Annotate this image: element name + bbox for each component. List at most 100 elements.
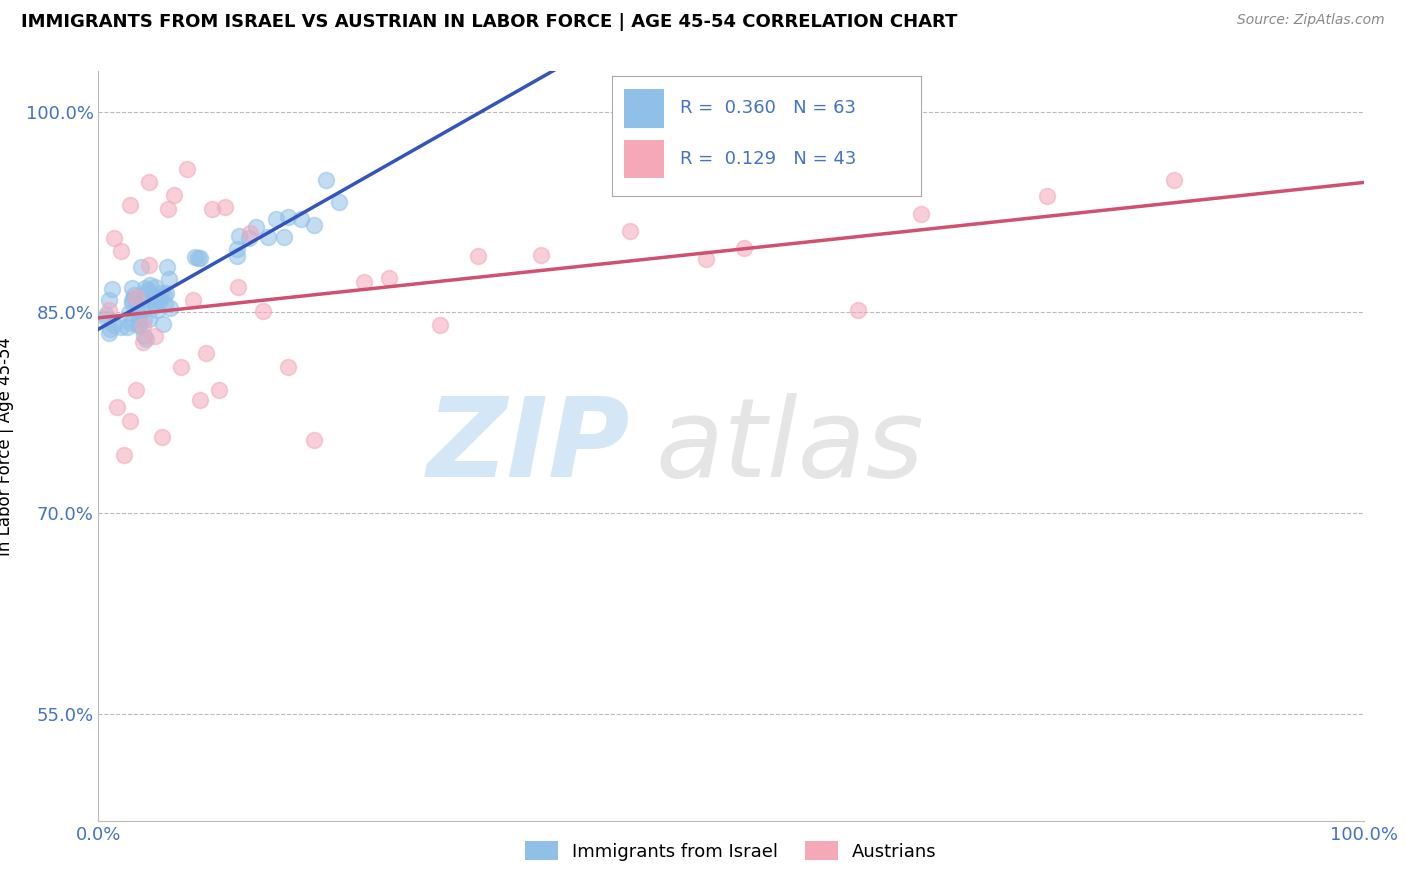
Point <box>120 198 141 212</box>
Point <box>110 244 132 258</box>
Text: R =  0.129   N = 43: R = 0.129 N = 43 <box>679 150 856 168</box>
Point <box>302 434 325 448</box>
Point <box>183 293 205 307</box>
Point <box>94 311 117 326</box>
Point <box>315 173 337 187</box>
Point <box>117 320 139 334</box>
Point <box>98 326 121 340</box>
Point <box>120 316 142 330</box>
Point <box>138 175 160 189</box>
Point <box>214 200 236 214</box>
Point <box>139 278 162 293</box>
Point <box>226 249 249 263</box>
Point <box>429 318 451 332</box>
Point <box>155 285 177 300</box>
Point <box>112 448 135 462</box>
Point <box>121 295 143 310</box>
Point <box>127 305 149 319</box>
Point <box>226 280 249 294</box>
Point <box>142 292 165 306</box>
Point <box>110 320 132 334</box>
Point <box>134 281 156 295</box>
FancyBboxPatch shape <box>624 140 664 178</box>
Point <box>239 226 262 240</box>
Point <box>97 302 120 317</box>
Y-axis label: In Labor Force | Age 45-54: In Labor Force | Age 45-54 <box>0 336 14 556</box>
Point <box>145 329 166 343</box>
Point <box>190 252 212 266</box>
Text: R =  0.360   N = 63: R = 0.360 N = 63 <box>679 99 856 118</box>
Point <box>238 231 260 245</box>
Point <box>188 392 211 407</box>
Point <box>264 212 287 227</box>
Point <box>118 306 141 320</box>
Point <box>910 207 932 221</box>
Point <box>187 251 209 265</box>
Point <box>132 318 155 333</box>
Point <box>302 218 325 232</box>
Point <box>120 414 141 428</box>
Point <box>149 293 172 308</box>
Point <box>122 291 145 305</box>
Point <box>184 250 207 264</box>
Text: ZIP: ZIP <box>426 392 630 500</box>
Point <box>273 230 295 244</box>
Point <box>846 302 869 317</box>
Point <box>103 318 125 332</box>
Point <box>159 301 181 315</box>
Point <box>132 329 155 343</box>
Point <box>225 242 247 256</box>
Point <box>128 318 150 333</box>
Point <box>467 249 489 263</box>
Point <box>328 194 350 209</box>
Point <box>129 301 152 315</box>
Point <box>121 281 143 295</box>
Point <box>228 228 250 243</box>
Text: IMMIGRANTS FROM ISRAEL VS AUSTRIAN IN LABOR FORCE | AGE 45-54 CORRELATION CHART: IMMIGRANTS FROM ISRAEL VS AUSTRIAN IN LA… <box>21 13 957 31</box>
Point <box>277 360 299 375</box>
Point <box>143 279 166 293</box>
Point <box>132 292 155 306</box>
Point <box>201 202 224 216</box>
Point <box>152 318 174 332</box>
Point <box>1163 173 1185 187</box>
Point <box>157 202 180 217</box>
Point <box>135 333 157 347</box>
Point <box>132 302 155 317</box>
Point <box>733 242 755 256</box>
Point <box>153 297 176 311</box>
Point <box>353 276 375 290</box>
Point <box>245 220 267 235</box>
Point <box>153 288 176 302</box>
Point <box>150 286 173 301</box>
Point <box>127 318 149 332</box>
Point <box>97 293 120 307</box>
Point <box>157 272 180 286</box>
Point <box>128 312 150 326</box>
Text: Source: ZipAtlas.com: Source: ZipAtlas.com <box>1237 13 1385 28</box>
Point <box>143 295 166 310</box>
Point <box>252 303 274 318</box>
Point <box>290 211 312 226</box>
Point <box>103 230 125 244</box>
Point <box>1036 189 1059 203</box>
Point <box>378 271 401 285</box>
Point <box>125 290 148 304</box>
Point <box>125 383 148 397</box>
Point <box>169 360 191 375</box>
Point <box>138 259 160 273</box>
Point <box>194 346 218 360</box>
Point <box>143 290 166 304</box>
Point <box>136 286 159 301</box>
Point <box>132 311 155 326</box>
Point <box>163 188 186 202</box>
Point <box>136 283 159 297</box>
Text: atlas: atlas <box>655 392 924 500</box>
Point <box>176 162 198 177</box>
Point <box>98 322 121 336</box>
Point <box>156 260 179 274</box>
Point <box>121 293 143 307</box>
FancyBboxPatch shape <box>624 89 664 128</box>
Point <box>277 210 299 224</box>
Point <box>695 252 717 267</box>
